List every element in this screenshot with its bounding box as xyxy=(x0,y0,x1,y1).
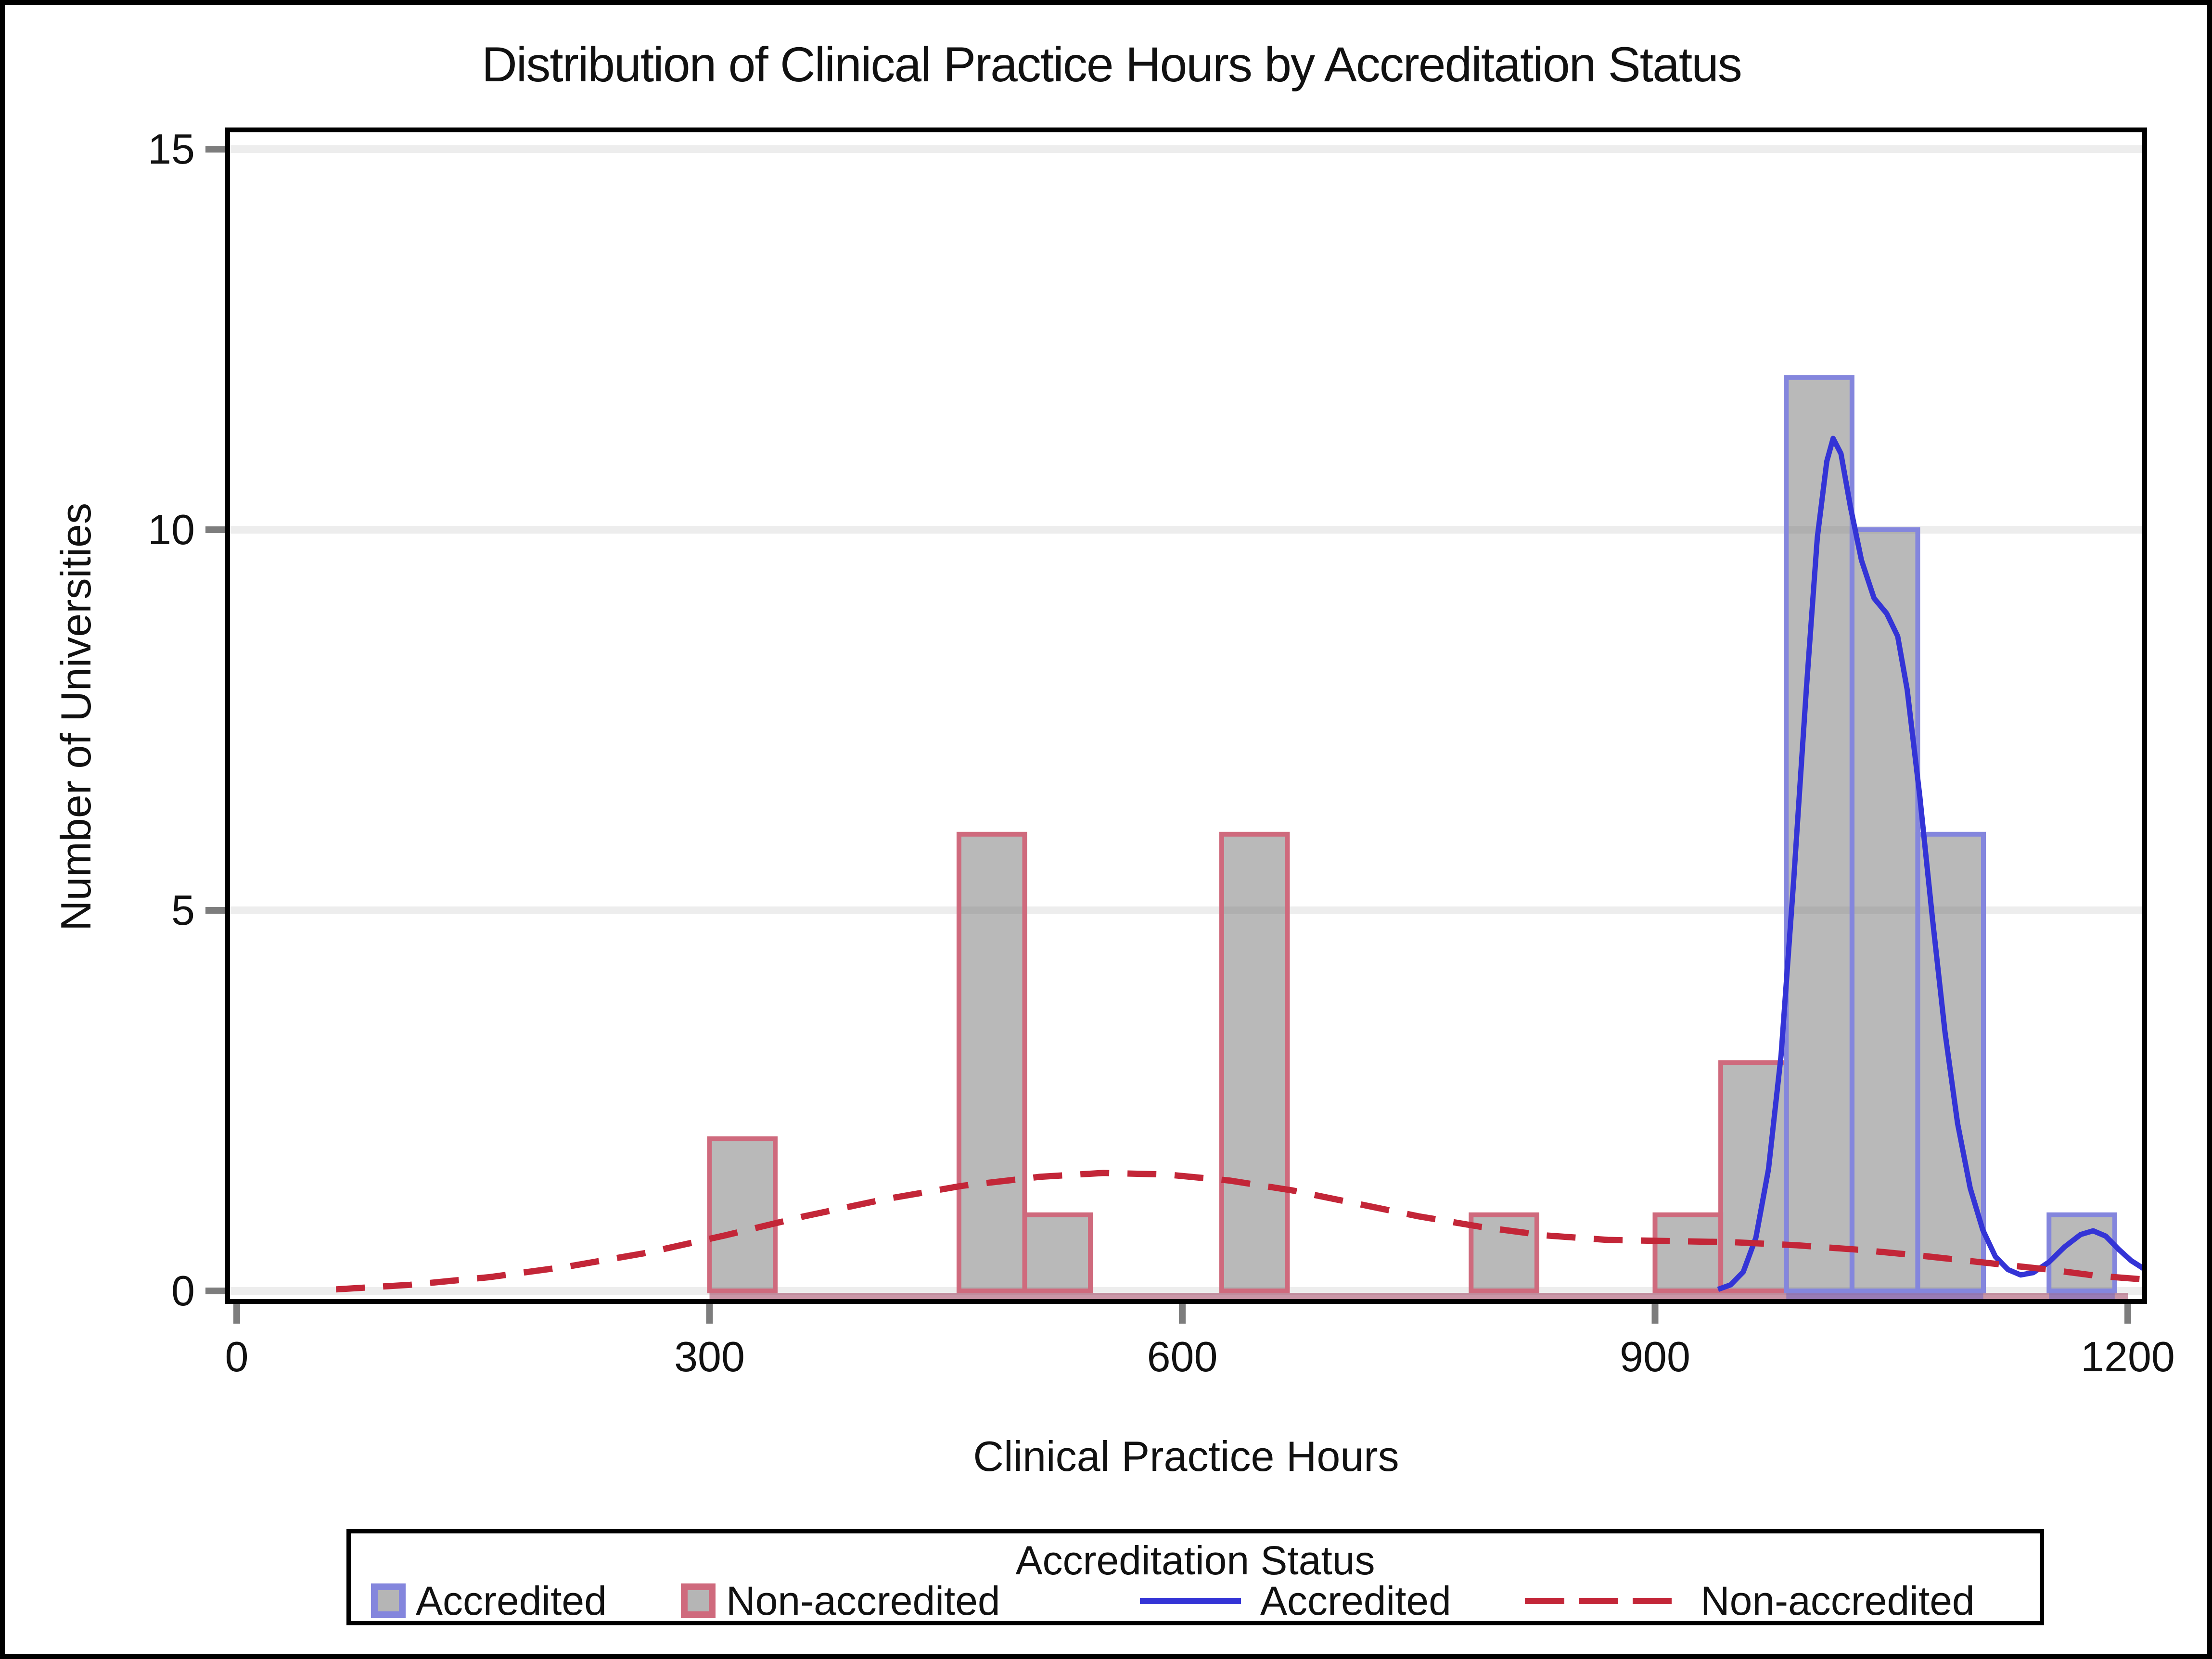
legend-entry-label: Non-accredited xyxy=(726,1578,1000,1623)
y-tick xyxy=(205,1288,228,1294)
legend-title: Accreditation Status xyxy=(1015,1538,1375,1583)
legend: Accreditation Status Accredited Non-accre… xyxy=(346,1529,2044,1625)
accredited-density-curve xyxy=(1717,435,2147,1292)
accredited-swatch xyxy=(371,1583,406,1618)
baseline-band xyxy=(709,1293,2128,1301)
non-accredited-line-sample xyxy=(1525,1598,1672,1604)
histogram-bar-accredited xyxy=(1849,527,1920,1293)
accredited-line-sample xyxy=(1140,1598,1241,1604)
histogram-bar-non-accredited xyxy=(707,1136,778,1294)
x-tick-label: 1200 xyxy=(2081,1333,2175,1380)
x-axis-title: Clinical Practice Hours xyxy=(973,1432,1399,1480)
chart-title: Distribution of Clinical Practice Hours … xyxy=(482,37,1742,92)
x-tick xyxy=(1179,1302,1186,1324)
x-tick xyxy=(2124,1302,2131,1324)
y-tick xyxy=(205,907,228,914)
histogram-bar-non-accredited xyxy=(1022,1212,1093,1294)
x-tick xyxy=(706,1302,713,1324)
histogram-bar-non-accredited xyxy=(956,831,1027,1294)
x-tick-label: 300 xyxy=(674,1333,745,1380)
baseline-band-accredited xyxy=(1786,1293,1983,1299)
legend-entry-label: Accredited xyxy=(1260,1578,1451,1623)
legend-entry-label: Non-accredited xyxy=(1701,1578,1975,1623)
histogram-bar-non-accredited xyxy=(1219,831,1290,1294)
y-tick-label: 5 xyxy=(171,886,195,934)
histogram-bar-non-accredited xyxy=(1652,1212,1724,1294)
plot-area xyxy=(205,128,2147,1324)
y-tick xyxy=(205,526,228,533)
y-tick-label: 0 xyxy=(171,1267,195,1314)
plot-frame xyxy=(225,128,2147,1304)
legend-entry-label: Accredited xyxy=(416,1578,607,1623)
gridline xyxy=(228,526,2145,534)
non-accredited-swatch xyxy=(681,1583,716,1618)
x-tick-label: 600 xyxy=(1147,1333,1218,1380)
x-tick-label: 0 xyxy=(225,1333,249,1380)
y-tick xyxy=(205,146,228,153)
gridline xyxy=(228,906,2145,914)
non-accredited-density-curve xyxy=(335,1170,2146,1293)
baseline-band-accredited xyxy=(2049,1293,2115,1299)
y-tick-label: 10 xyxy=(148,506,195,553)
x-tick xyxy=(233,1302,240,1324)
x-tick xyxy=(1651,1302,1659,1324)
gridline xyxy=(228,145,2145,153)
x-tick-label: 900 xyxy=(1620,1333,1690,1380)
y-tick-label: 15 xyxy=(148,125,195,173)
